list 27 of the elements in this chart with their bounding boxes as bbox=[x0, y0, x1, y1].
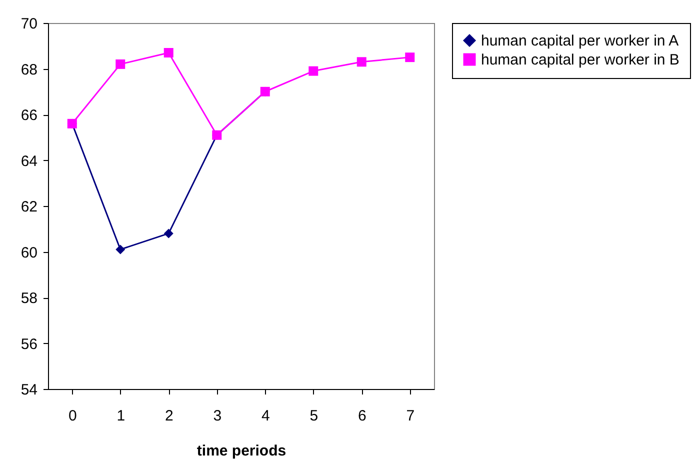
point bbox=[164, 48, 174, 58]
y-tick-label: 62 bbox=[20, 198, 38, 216]
x-tick-label: 2 bbox=[164, 408, 174, 424]
y-tick-label: 60 bbox=[20, 244, 38, 262]
x-axis-title: time periods bbox=[196, 442, 286, 460]
x-tick-label: 6 bbox=[358, 408, 366, 424]
x-tick-label: 4 bbox=[261, 408, 270, 424]
y-tick-label: 70 bbox=[20, 16, 38, 32]
y-tick-label: 64 bbox=[20, 152, 38, 170]
point bbox=[405, 52, 415, 62]
point bbox=[116, 244, 126, 254]
point bbox=[164, 228, 174, 238]
point bbox=[116, 59, 126, 69]
y-tick-label: 58 bbox=[20, 290, 38, 307]
y-tick-label: 66 bbox=[20, 107, 38, 124]
y-tick-label: 56 bbox=[20, 336, 38, 353]
point bbox=[356, 57, 366, 67]
x-tick-label: 5 bbox=[310, 408, 318, 424]
x-tick-label: 3 bbox=[213, 408, 222, 424]
x-tick-label: 7 bbox=[406, 408, 415, 424]
legend-label: human capital per worker in B bbox=[481, 52, 680, 68]
x-tick-label: 1 bbox=[116, 408, 126, 424]
point bbox=[308, 66, 318, 76]
x-tick-label: 0 bbox=[68, 408, 77, 424]
legend-label: human capital per worker in A bbox=[481, 32, 679, 50]
y-tick-label: 68 bbox=[20, 61, 38, 78]
y-tick-label: 54 bbox=[20, 382, 38, 398]
